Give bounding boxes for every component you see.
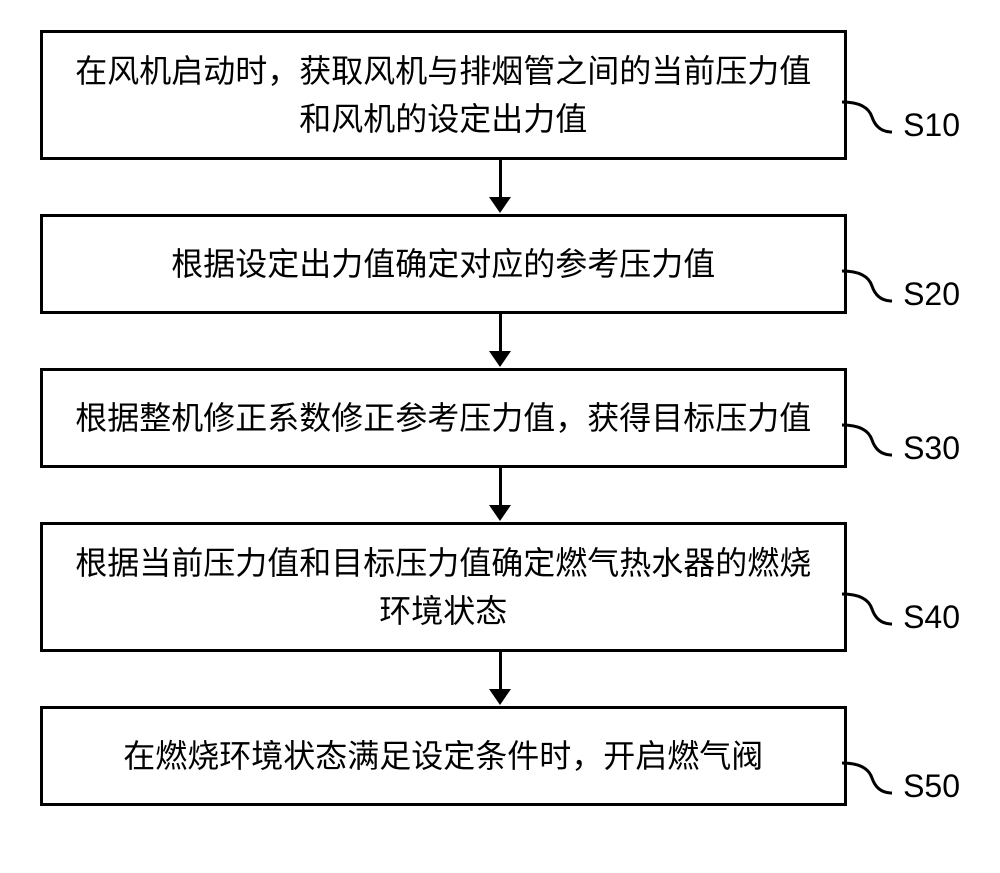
step-container-2: 根据设定出力值确定对应的参考压力值 S20 (40, 214, 960, 314)
connector-curve-2 (847, 266, 896, 306)
connector-curve-1 (847, 97, 896, 137)
step-container-5: 在燃烧环境状态满足设定条件时，开启燃气阀 S50 (40, 706, 960, 806)
step-label-1: S10 (903, 107, 960, 144)
connector-curve-5 (847, 758, 896, 798)
step-text-5: 在燃烧环境状态满足设定条件时，开启燃气阀 (123, 732, 763, 780)
step-box-4: 根据当前压力值和目标压力值确定燃气热水器的燃烧环境状态 (40, 522, 847, 652)
step-text-2: 根据设定出力值确定对应的参考压力值 (171, 240, 715, 288)
step-label-2: S20 (903, 276, 960, 313)
step-container-1: 在风机启动时，获取风机与排烟管之间的当前压力值和风机的设定出力值 S10 (40, 30, 960, 160)
step-label-5: S50 (903, 768, 960, 805)
arrow-4 (85, 652, 915, 706)
step-container-4: 根据当前压力值和目标压力值确定燃气热水器的燃烧环境状态 S40 (40, 522, 960, 652)
step-label-4: S40 (903, 599, 960, 636)
step-text-1: 在风机启动时，获取风机与排烟管之间的当前压力值和风机的设定出力值 (63, 47, 824, 143)
step-box-1: 在风机启动时，获取风机与排烟管之间的当前压力值和风机的设定出力值 (40, 30, 847, 160)
step-box-2: 根据设定出力值确定对应的参考压力值 (40, 214, 847, 314)
connector-curve-4 (847, 589, 896, 629)
connector-curve-3 (847, 420, 896, 460)
arrow-3 (85, 468, 915, 522)
step-box-5: 在燃烧环境状态满足设定条件时，开启燃气阀 (40, 706, 847, 806)
step-container-3: 根据整机修正系数修正参考压力值，获得目标压力值 S30 (40, 368, 960, 468)
step-box-3: 根据整机修正系数修正参考压力值，获得目标压力值 (40, 368, 847, 468)
step-text-3: 根据整机修正系数修正参考压力值，获得目标压力值 (75, 394, 811, 442)
step-text-4: 根据当前压力值和目标压力值确定燃气热水器的燃烧环境状态 (63, 539, 824, 635)
step-label-3: S30 (903, 430, 960, 467)
arrow-2 (85, 314, 915, 368)
flowchart-container: 在风机启动时，获取风机与排烟管之间的当前压力值和风机的设定出力值 S10 根据设… (40, 30, 960, 806)
arrow-1 (85, 160, 915, 214)
